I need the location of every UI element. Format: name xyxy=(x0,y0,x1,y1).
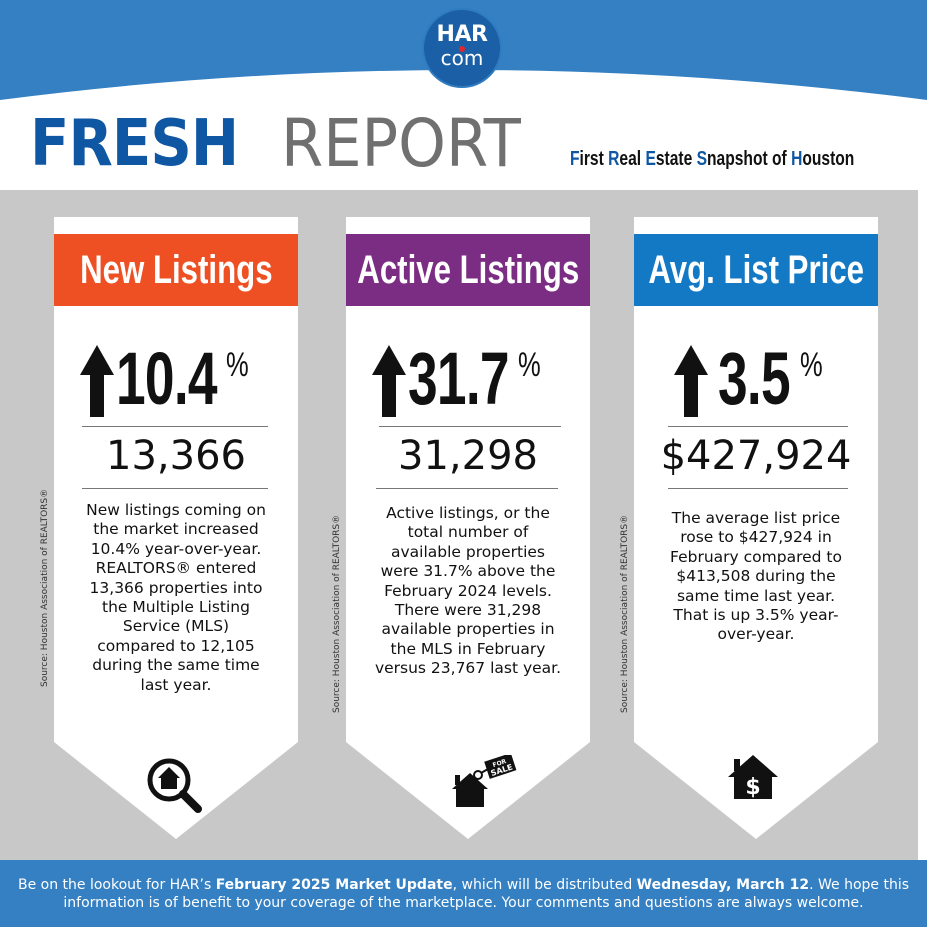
card-background xyxy=(346,217,590,839)
metric-value: $427,924 xyxy=(660,433,852,479)
har-logo[interactable]: HAR com xyxy=(424,10,500,86)
card-title: Avg. List Price xyxy=(648,248,864,292)
card-background xyxy=(634,217,878,839)
subtitle-part: eal xyxy=(619,148,646,170)
divider xyxy=(668,488,848,489)
subtitle-cap: E xyxy=(645,148,656,170)
svg-text:$: $ xyxy=(745,775,760,800)
report-subtitle: First Real Estate Snapshot of Houston xyxy=(570,146,854,172)
logo-com-text: com xyxy=(440,46,484,70)
subtitle-cap: R xyxy=(608,148,620,170)
change-unit: % xyxy=(517,346,541,384)
source-note: Source: Houston Association of REALTORS® xyxy=(40,488,50,687)
change-stat: 3.5 % xyxy=(630,339,874,419)
card-description: New listings coming on the market increa… xyxy=(86,501,266,694)
card-active-listings: Active Listings 31.7 % 31,298 Active lis… xyxy=(332,217,590,839)
divider xyxy=(668,426,848,427)
change-value: 10.4 xyxy=(115,337,218,420)
report-title: FRESH REPORT First Real Estate Snapshot … xyxy=(0,100,927,190)
house-dollar-icon: $ xyxy=(728,755,778,800)
subtitle-part: irst xyxy=(579,148,609,170)
change-stat: 10.4 % xyxy=(46,339,290,419)
card-header: Avg. List Price xyxy=(634,234,878,306)
divider xyxy=(376,488,558,489)
subtitle-cap: H xyxy=(791,148,803,170)
card-header: New Listings xyxy=(54,234,298,306)
house-search-icon xyxy=(147,758,202,813)
logo-dot xyxy=(459,46,465,52)
card-description: Active listings, or the total number of … xyxy=(374,504,562,678)
card-description: The average list price rose to $427,924 … xyxy=(670,509,842,644)
subtitle-part: state xyxy=(655,148,697,170)
footer-notice: Be on the lookout for HAR’s February 202… xyxy=(0,860,927,927)
card-title: Active Listings xyxy=(357,248,579,292)
card-new-listings: New Listings 10.4 % 13,366 New listings … xyxy=(40,217,298,839)
footer-update-name: February 2025 Market Update xyxy=(215,877,453,893)
change-unit: % xyxy=(799,346,823,384)
footer-text: Be on the lookout for HAR’s February 202… xyxy=(0,860,927,912)
card-header: Active Listings xyxy=(346,234,590,306)
divider xyxy=(379,426,561,427)
logo-har-text: HAR xyxy=(436,22,488,47)
house-for-sale-icon: FOR SALE xyxy=(452,755,517,807)
divider xyxy=(82,426,268,427)
subtitle-part: ouston xyxy=(802,148,855,170)
subtitle-cap: S xyxy=(696,148,708,170)
metric-value: 31,298 xyxy=(398,433,538,479)
change-value: 31.7 xyxy=(407,337,510,420)
metric-value: 13,366 xyxy=(106,433,246,479)
arrow-up-icon xyxy=(673,345,708,417)
change-value: 3.5 xyxy=(717,337,791,420)
footer-text-part: . We hope this information is of benefit… xyxy=(63,877,910,911)
source-note: Source: Houston Association of REALTORS® xyxy=(332,514,342,713)
card-avg-list-price: Avg. List Price 3.5 % $427,924 The avera… xyxy=(620,217,878,839)
subtitle-part: napshot of xyxy=(707,148,792,170)
arrow-up-icon xyxy=(79,345,114,417)
change-stat: 31.7 % xyxy=(338,339,582,419)
change-unit: % xyxy=(225,346,249,384)
footer-text-part: Be on the lookout for HAR’s xyxy=(17,877,216,893)
card-title: New Listings xyxy=(79,248,273,292)
subtitle-cap: F xyxy=(570,148,580,170)
title-fresh: FRESH xyxy=(30,107,239,181)
source-note: Source: Houston Association of REALTORS® xyxy=(620,514,630,713)
footer-date: Wednesday, March 12 xyxy=(636,877,810,893)
arrow-up-icon xyxy=(371,345,406,417)
divider xyxy=(82,488,268,489)
panel-edge xyxy=(918,190,927,860)
card-background xyxy=(54,217,298,839)
tag-for: FOR xyxy=(492,758,508,769)
footer-text-part: , which will be distributed xyxy=(452,877,637,893)
title-report: REPORT xyxy=(281,105,521,182)
